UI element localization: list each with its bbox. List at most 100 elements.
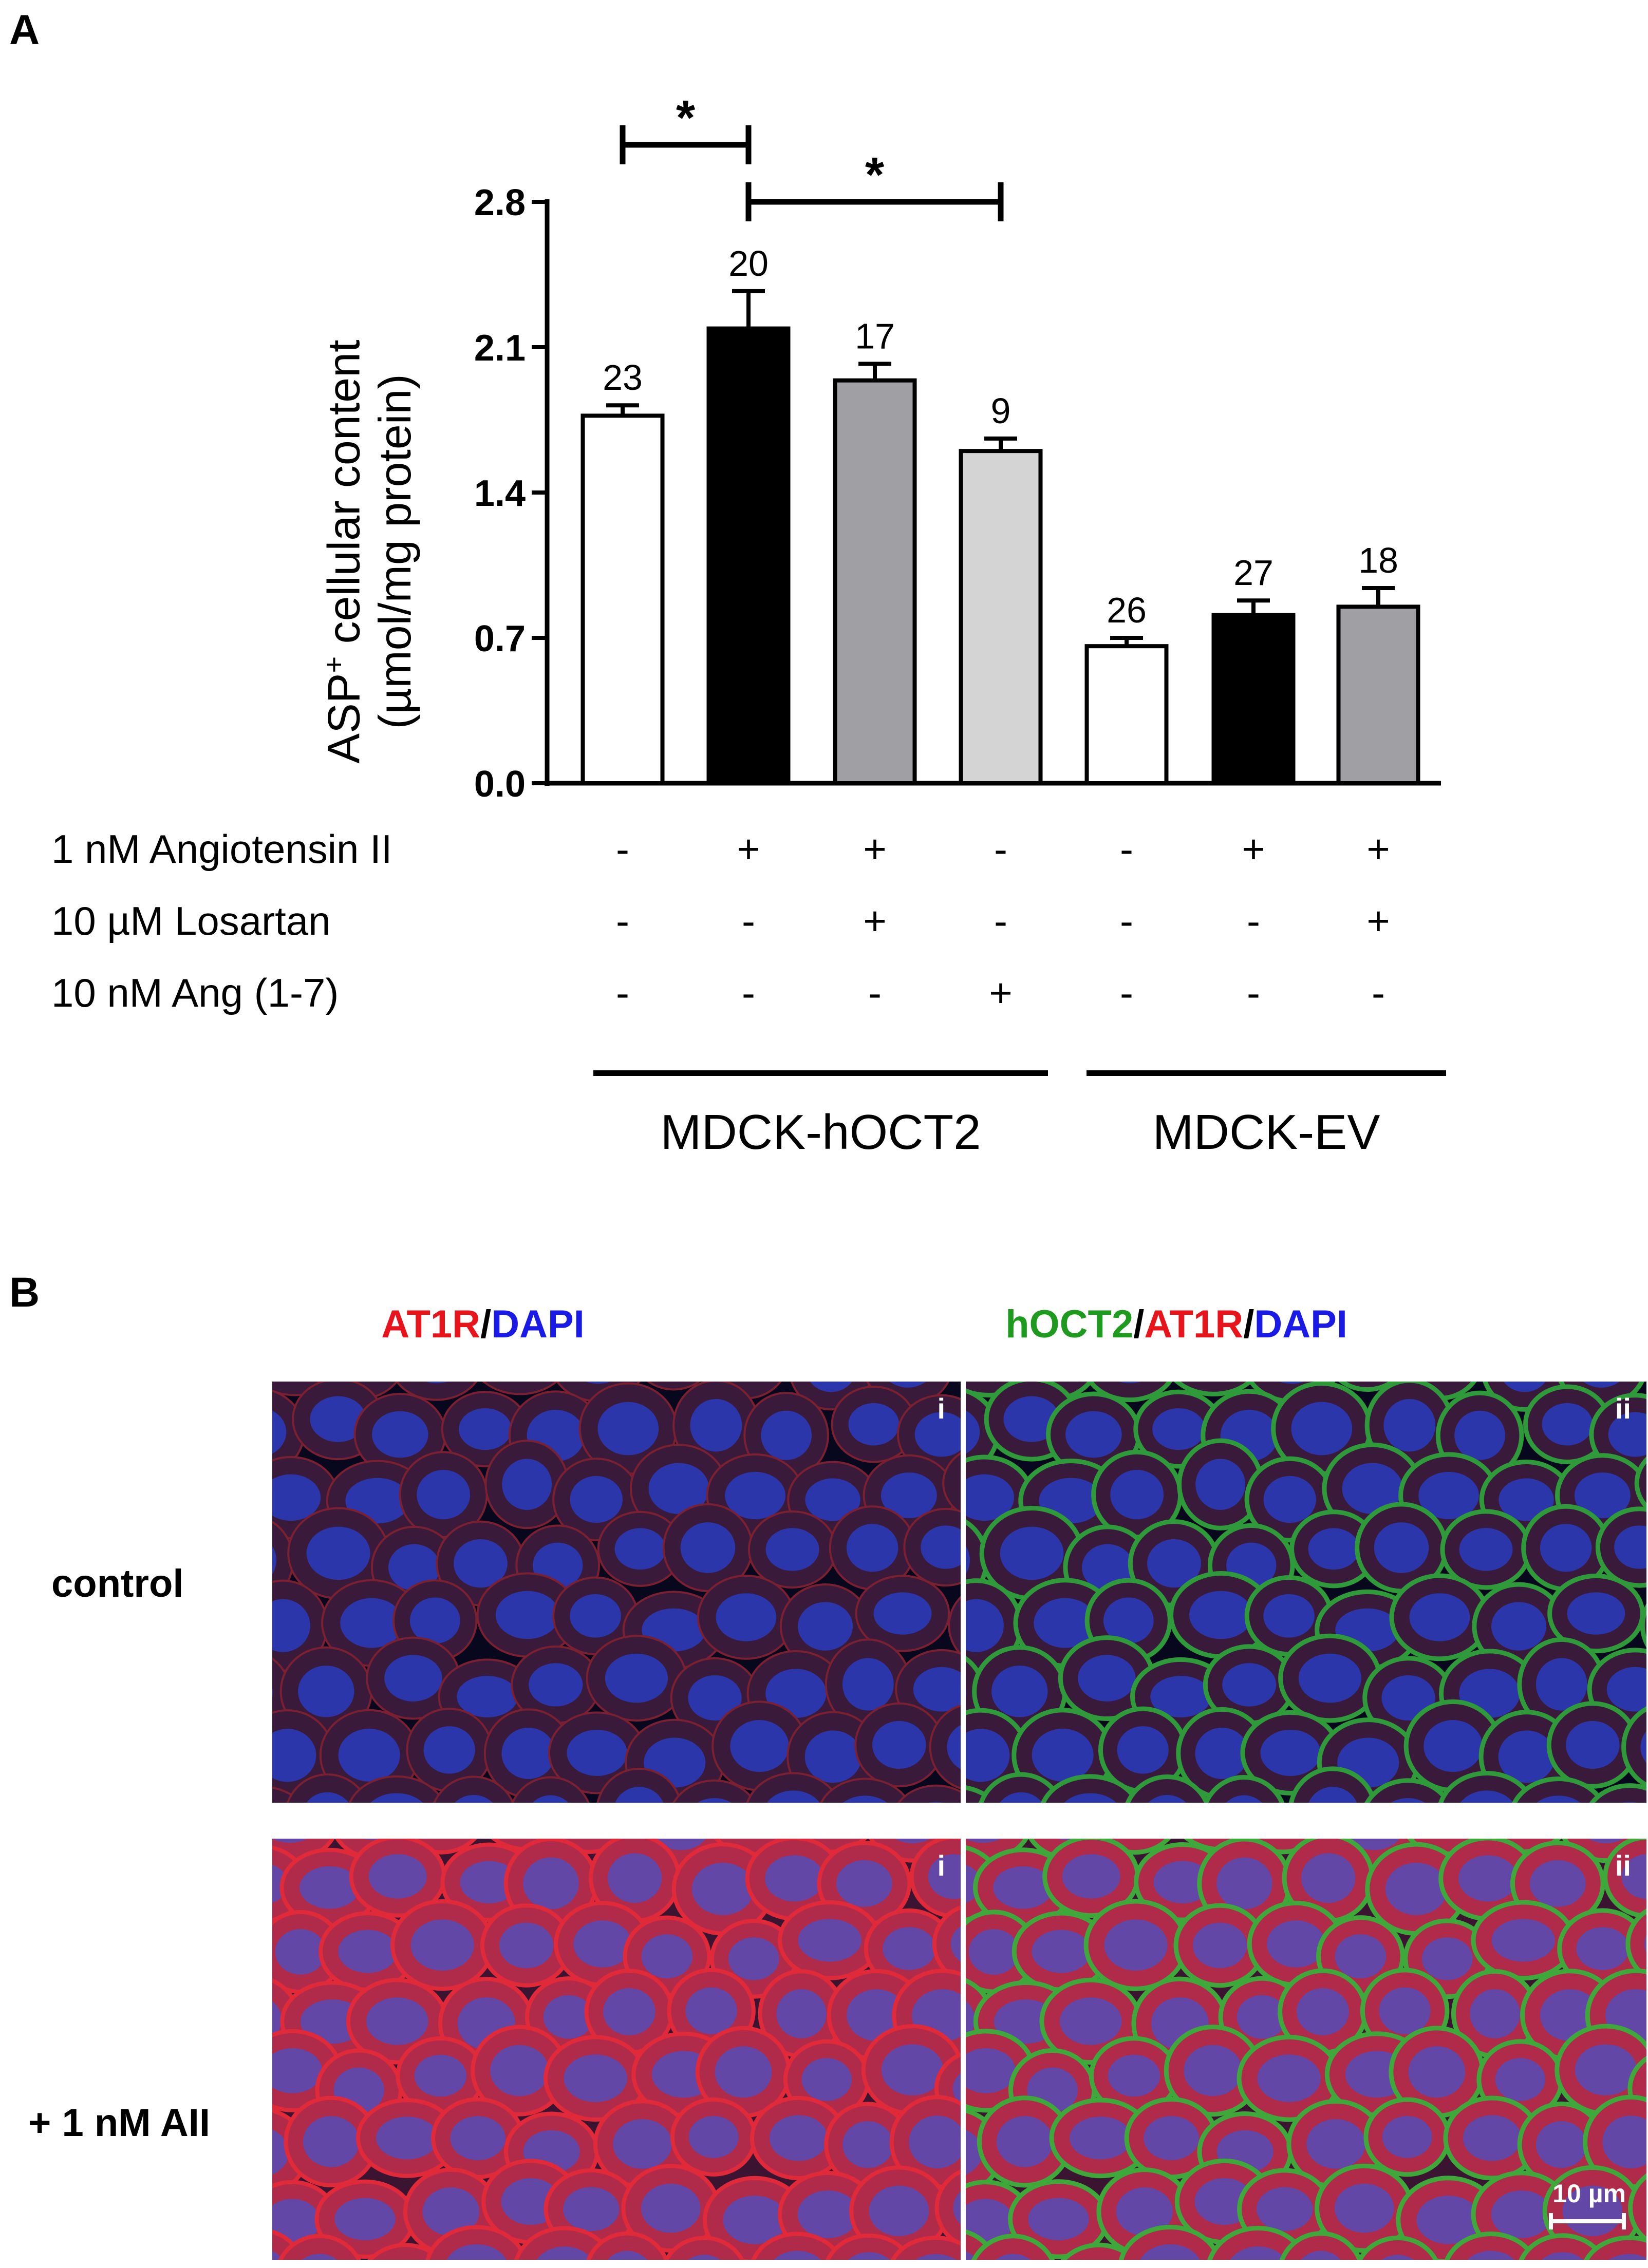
condition-sign: - bbox=[1228, 970, 1279, 1016]
micrograph-control-merge: ii bbox=[966, 1382, 1646, 1803]
cell-nucleus bbox=[415, 2055, 467, 2097]
condition-label: 10 µM Losartan bbox=[51, 898, 331, 944]
cell-nucleus bbox=[613, 2119, 672, 2169]
cell-nucleus bbox=[765, 1855, 824, 1901]
cell-nucleus bbox=[1065, 1411, 1122, 1458]
cell-nucleus bbox=[1028, 2198, 1089, 2240]
cell-nucleus bbox=[761, 1411, 812, 1460]
bar bbox=[835, 381, 915, 783]
cell-nucleus bbox=[1422, 1937, 1473, 1980]
cell-nucleus bbox=[1383, 1399, 1435, 1451]
cell-nucleus bbox=[1257, 2054, 1320, 2102]
cell-nucleus bbox=[1264, 1476, 1316, 1523]
bar bbox=[1339, 607, 1418, 783]
cell-nucleus bbox=[1193, 1922, 1247, 1968]
panel-id-ii-treated: ii bbox=[1615, 1849, 1631, 1882]
significance-star: * bbox=[865, 147, 885, 202]
group-line-hoct2 bbox=[593, 1070, 1048, 1076]
y-tick-label: 2.1 bbox=[474, 328, 526, 369]
cell-nucleus bbox=[1032, 1729, 1094, 1782]
cell-nucleus bbox=[1062, 1854, 1120, 1899]
cell-nucleus bbox=[847, 1524, 898, 1572]
cell-nucleus bbox=[369, 1854, 427, 1899]
cell-nucleus bbox=[1410, 1593, 1470, 1641]
cell-nucleus bbox=[1070, 2116, 1132, 2159]
cell-nucleus bbox=[730, 1720, 789, 1772]
cell-nucleus bbox=[1491, 1602, 1546, 1650]
micrograph-aii-at1r-dapi: i bbox=[272, 1839, 961, 2260]
y-tick-label: 0.0 bbox=[474, 764, 526, 805]
cell-nucleus bbox=[450, 2116, 505, 2160]
bar-n-label: 23 bbox=[603, 357, 643, 398]
cell-nucleus bbox=[410, 1598, 460, 1644]
cell-nucleus bbox=[615, 1528, 666, 1570]
condition-sign: + bbox=[849, 826, 901, 873]
cell-nucleus bbox=[303, 2116, 360, 2167]
panel-id-i: i bbox=[937, 1392, 945, 1425]
cell-nucleus bbox=[490, 2045, 549, 2096]
panel-id-i-treated: i bbox=[937, 1849, 945, 1882]
bar-n-label: 26 bbox=[1107, 590, 1147, 630]
cell-nucleus bbox=[384, 1655, 442, 1702]
cell-nucleus bbox=[1117, 1726, 1169, 1773]
cell-nucleus bbox=[1108, 2055, 1160, 2097]
bar-n-label: 27 bbox=[1233, 553, 1274, 593]
bar-n-label: 18 bbox=[1358, 540, 1398, 580]
cell-nucleus bbox=[1385, 1863, 1448, 1915]
condition-sign: + bbox=[1228, 826, 1279, 873]
condition-sign: - bbox=[975, 898, 1026, 944]
cell-nucleus bbox=[685, 1988, 737, 2034]
cell-nucleus bbox=[275, 1929, 326, 1975]
condition-sign: - bbox=[849, 970, 901, 1016]
cell-nucleus bbox=[689, 2116, 739, 2158]
cell-nucleus bbox=[567, 1730, 627, 1776]
cell-nucleus bbox=[499, 1922, 553, 1968]
cell-nucleus bbox=[716, 1593, 777, 1641]
cell-nucleus bbox=[842, 2121, 893, 2168]
bar bbox=[1087, 646, 1167, 783]
cell-nucleus bbox=[529, 1663, 583, 1706]
cell-nucleus bbox=[1459, 1528, 1513, 1571]
cell-nucleus bbox=[715, 2046, 772, 2097]
group-label-ev: MDCK-EV bbox=[1087, 1104, 1446, 1161]
cell-nucleus bbox=[1195, 1459, 1245, 1509]
condition-sign: - bbox=[597, 826, 648, 873]
row-label-control: control bbox=[51, 1561, 184, 1606]
column-title-hoct2-at1r-dapi: hOCT2/AT1R/DAPI bbox=[966, 1302, 1387, 1347]
condition-sign: + bbox=[723, 826, 774, 873]
cell-nucleus bbox=[1382, 2116, 1432, 2158]
cell-nucleus bbox=[1152, 1408, 1205, 1450]
cell-nucleus bbox=[1222, 1663, 1276, 1706]
cell-nucleus bbox=[869, 2186, 929, 2236]
cell-nucleus bbox=[1542, 1403, 1593, 1445]
significance-star: * bbox=[676, 90, 696, 145]
cell-nucleus bbox=[1335, 2184, 1394, 2233]
cell-nucleus bbox=[766, 1528, 819, 1571]
condition-sign: - bbox=[975, 826, 1026, 873]
scale-bar-label: 10 µm bbox=[1552, 2179, 1626, 2208]
cell-nucleus bbox=[728, 1937, 779, 1980]
condition-sign: + bbox=[1353, 826, 1404, 873]
cell-nucleus bbox=[969, 1929, 1019, 1975]
cell-nucleus bbox=[410, 1919, 474, 1971]
cell-nucleus bbox=[459, 1408, 511, 1450]
cell-nucleus bbox=[1257, 2187, 1313, 2232]
cell-nucleus bbox=[570, 1476, 623, 1523]
micrograph-aii-merge: ii 10 µm bbox=[966, 1839, 1646, 2260]
cell-nucleus bbox=[1078, 1655, 1135, 1702]
cell-nucleus bbox=[1470, 1989, 1520, 2038]
cell-nucleus bbox=[1291, 1402, 1352, 1456]
cell-nucleus bbox=[1301, 1853, 1355, 1903]
cell-nucleus bbox=[1060, 1997, 1122, 2045]
cell-nucleus bbox=[842, 1658, 894, 1710]
bar bbox=[1214, 615, 1294, 783]
micrograph-control-at1r-dapi: i bbox=[272, 1382, 961, 1803]
cell-nucleus bbox=[1540, 1524, 1592, 1572]
cell-nucleus bbox=[338, 1930, 397, 1973]
bar bbox=[709, 329, 789, 783]
cell-nucleus bbox=[776, 1989, 827, 2038]
cell-nucleus bbox=[1575, 2044, 1637, 2095]
cell-nucleus bbox=[339, 1729, 400, 1782]
cell-nucleus bbox=[1297, 1988, 1349, 2035]
cell-nucleus bbox=[641, 2184, 701, 2233]
